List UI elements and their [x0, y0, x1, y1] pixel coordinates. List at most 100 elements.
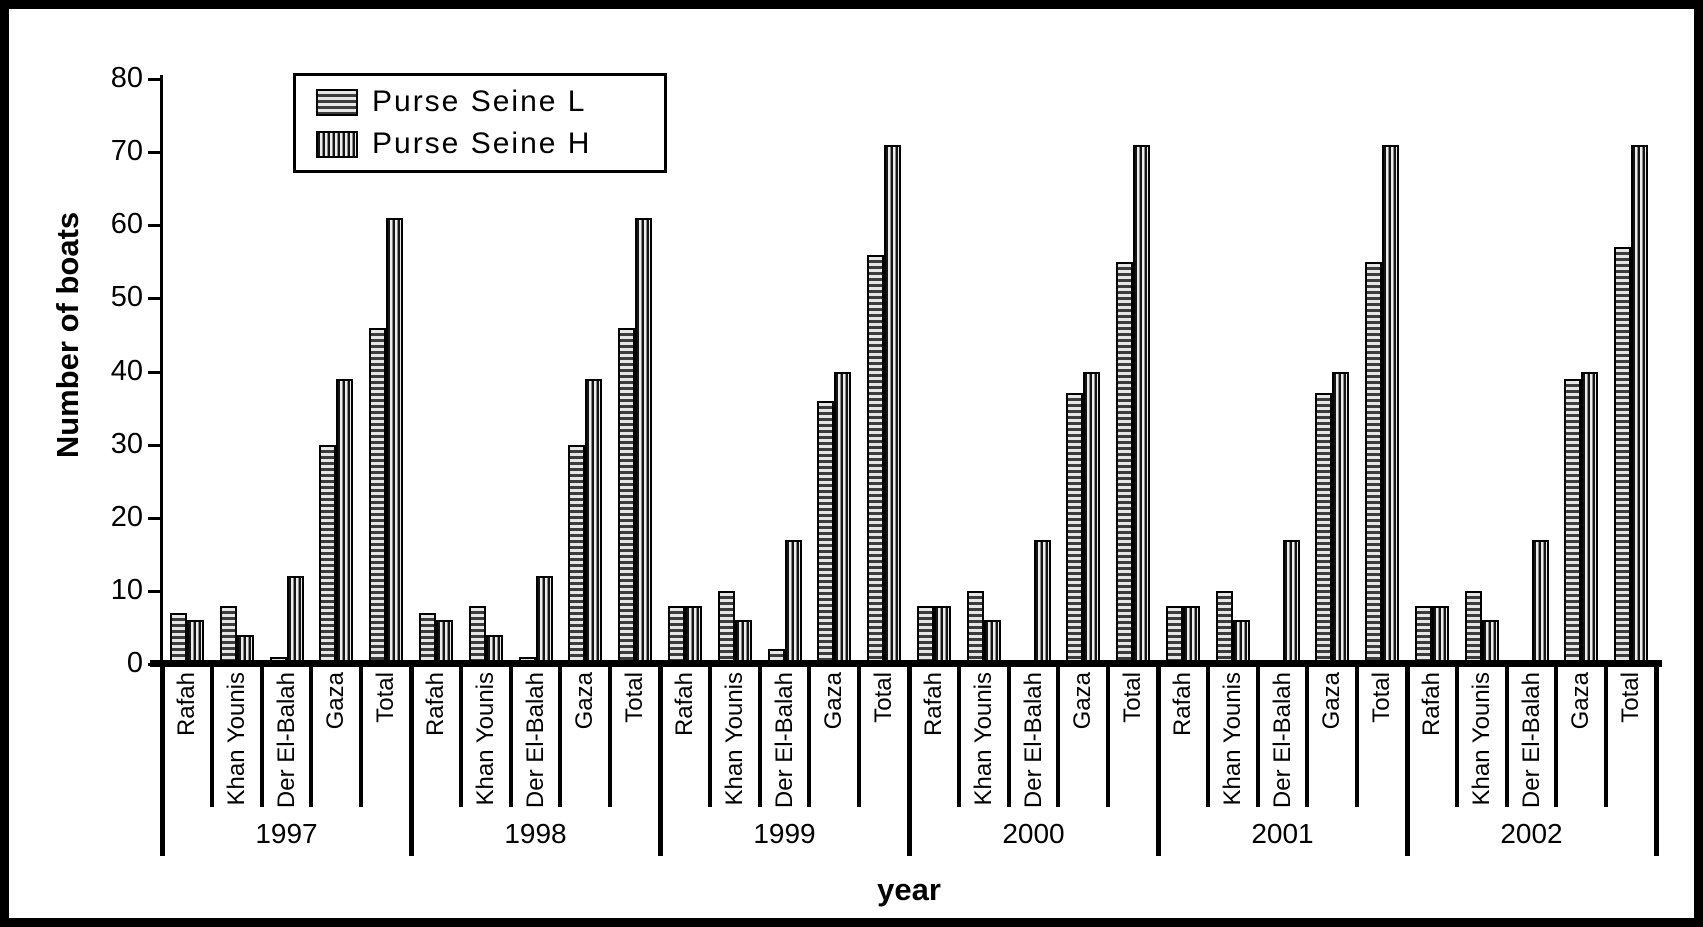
bar-2000-Rafah-H — [934, 605, 951, 664]
legend: Purse Seine L Purse Seine H — [293, 73, 667, 173]
bar-1999-Gaza-L — [817, 400, 835, 664]
category-label: Khan Younis — [1467, 672, 1495, 806]
bar-2000-Der-El-Balah-H — [1033, 539, 1051, 664]
category-separator — [608, 666, 613, 807]
legend-swatch-pat-v — [316, 130, 358, 158]
category-separator — [458, 666, 463, 807]
bar-1998-Der-El-Balah-H — [535, 576, 553, 664]
category-separator — [707, 666, 712, 807]
category-separator — [1305, 666, 1310, 807]
bar-2002-Rafah-L — [1415, 605, 1432, 664]
bar-2002-Total-L — [1614, 247, 1632, 664]
year-separator — [1654, 666, 1659, 856]
year-label: 2002 — [1500, 818, 1563, 849]
bar-1997-Khan-Younis-L — [219, 605, 237, 664]
year-separator — [1405, 666, 1410, 856]
x-axis-title: year — [877, 872, 941, 907]
bar-1998-Gaza-L — [568, 444, 586, 664]
bar-2000-Khan-Younis-L — [966, 590, 984, 664]
category-separator — [558, 666, 563, 807]
bar-1999-Total-H — [884, 144, 902, 664]
category-label: Der El-Balah — [1268, 672, 1296, 809]
bar-2002-Total-H — [1631, 144, 1649, 664]
bar-1998-Khan-Younis-L — [468, 605, 486, 664]
legend-entry: Purse Seine L — [316, 85, 664, 119]
category-label: Gaza — [322, 672, 350, 730]
category-separator — [1355, 666, 1360, 807]
y-tick-label: 40 — [110, 354, 143, 387]
category-separator — [1106, 666, 1111, 807]
y-tick-mark — [148, 78, 162, 81]
y-tick-mark — [148, 151, 162, 155]
bar-2001-Gaza-L — [1315, 393, 1333, 664]
bar-1998-Rafah-L — [419, 612, 436, 664]
bar-1998-Total-H — [635, 217, 653, 664]
bar-1997-Total-L — [369, 327, 387, 664]
bar-1999-Rafah-L — [668, 605, 685, 664]
bar-2002-Gaza-L — [1564, 378, 1582, 664]
year-label: 2000 — [1002, 818, 1065, 849]
category-label: Gaza — [571, 672, 599, 730]
bar-1999-Total-L — [867, 254, 885, 664]
x-axis-line — [150, 660, 1662, 667]
y-tick-label: 50 — [110, 281, 143, 314]
bar-1998-Total-L — [618, 327, 636, 664]
category-label: Total — [1368, 672, 1396, 723]
y-tick-label: 0 — [126, 647, 143, 679]
category-label: Der El-Balah — [1517, 672, 1545, 809]
y-tick-mark — [148, 370, 162, 374]
category-separator — [1504, 666, 1509, 807]
category-label: Total — [870, 672, 898, 723]
y-tick-label: 10 — [110, 573, 143, 606]
bar-2001-Total-L — [1365, 261, 1383, 664]
category-label: Rafah — [172, 672, 200, 737]
category-label: Rafah — [1417, 672, 1445, 737]
year-separator — [160, 666, 165, 856]
category-separator — [757, 666, 762, 807]
bar-2002-Der-El-Balah-H — [1531, 539, 1549, 664]
category-separator — [1554, 666, 1559, 807]
bar-2002-Rafah-H — [1432, 605, 1449, 664]
y-tick-label: 30 — [110, 427, 143, 460]
category-separator — [1056, 666, 1061, 807]
year-label: 1999 — [753, 818, 816, 849]
category-label: Khan Younis — [471, 672, 499, 806]
category-label: Khan Younis — [720, 672, 748, 806]
y-tick-mark — [148, 297, 162, 301]
category-separator — [1205, 666, 1210, 807]
bar-1999-Rafah-H — [685, 605, 702, 664]
bar-1997-Gaza-L — [319, 444, 337, 664]
y-tick-label: 20 — [110, 500, 143, 533]
category-separator — [807, 666, 812, 807]
category-separator — [1006, 666, 1011, 807]
y-tick-mark — [148, 443, 162, 447]
category-label: Der El-Balah — [521, 672, 549, 809]
year-separator — [658, 666, 663, 856]
category-label: Rafah — [1168, 672, 1196, 737]
bar-2002-Khan-Younis-L — [1464, 590, 1482, 664]
year-label: 2001 — [1251, 818, 1314, 849]
category-separator — [309, 666, 314, 807]
bar-1997-Der-El-Balah-H — [286, 576, 304, 664]
year-label: 1998 — [504, 818, 567, 849]
category-separator — [259, 666, 264, 807]
category-separator — [1604, 666, 1609, 807]
y-tick-mark — [148, 589, 162, 593]
bar-2002-Khan-Younis-H — [1481, 620, 1499, 664]
category-label: Der El-Balah — [272, 672, 300, 809]
category-separator — [359, 666, 364, 807]
bar-1998-Gaza-H — [585, 378, 603, 664]
bar-1999-Gaza-H — [834, 371, 852, 664]
category-label: Gaza — [1318, 672, 1346, 730]
category-label: Khan Younis — [969, 672, 997, 806]
y-tick-label: 60 — [110, 208, 143, 241]
legend-entry: Purse Seine H — [316, 127, 664, 161]
bar-1997-Rafah-H — [187, 620, 204, 664]
bar-1997-Total-H — [386, 217, 404, 664]
year-separator — [1156, 666, 1161, 856]
bar-1999-Der-El-Balah-H — [784, 539, 802, 664]
bar-2001-Rafah-L — [1166, 605, 1183, 664]
year-separator — [409, 666, 414, 856]
legend-label: Purse Seine H — [372, 127, 592, 160]
year-label: 1997 — [255, 818, 318, 849]
